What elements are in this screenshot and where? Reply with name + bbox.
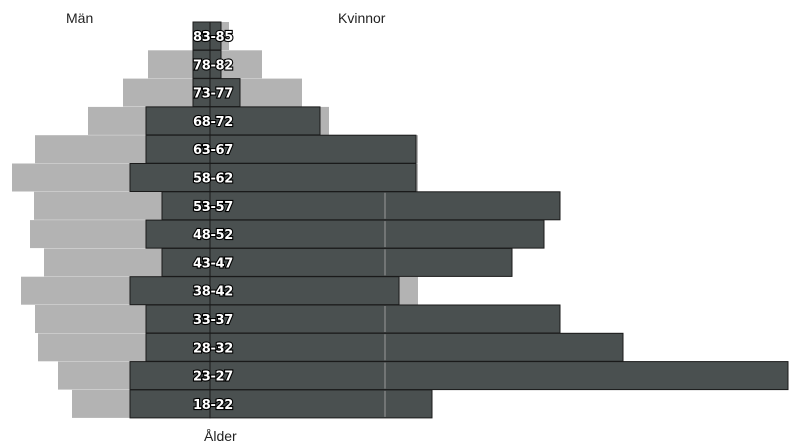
- bar-fg-women-63-67: [209, 134, 417, 164]
- age-label-83-85: 83-85: [193, 30, 233, 45]
- age-axis-label: Ålder: [204, 428, 237, 443]
- age-label-28-32: 28-32: [193, 341, 233, 356]
- bar-fg-women-28-32: [209, 332, 624, 362]
- bar-fg-women-18-22: [209, 389, 433, 419]
- bar-fg-women-48-52: [209, 219, 545, 249]
- men-label: Män: [66, 10, 93, 26]
- bar-fg-men-28-32: [145, 332, 211, 362]
- age-label-63-67: 63-67: [193, 143, 233, 158]
- bar-fg-men-23-27: [129, 361, 211, 391]
- bar-fg-men-18-22: [129, 389, 211, 419]
- age-label-43-47: 43-47: [193, 256, 233, 271]
- age-label-68-72: 68-72: [193, 115, 233, 130]
- bar-fg-women-58-62: [209, 163, 417, 192]
- age-group-labels: 83-85 78-82 73-77 68-72 63-67 58-62 53-57 48-52…: [192, 29, 235, 414]
- age-label-58-62: 58-62: [193, 172, 233, 187]
- age-label-78-82: 78-82: [193, 58, 233, 73]
- women-label: Kvinnor: [338, 10, 386, 26]
- bar-fg-women-43-47: [209, 247, 513, 277]
- bar-fg-men-53-57: [161, 191, 211, 221]
- bar-fg-women-73-77: [209, 78, 241, 108]
- age-label-18-22: 18-22: [193, 398, 233, 413]
- bar-fg-women-23-27: [209, 361, 789, 391]
- age-label-33-37: 33-37: [193, 313, 233, 328]
- foreground-bars: [129, 21, 789, 419]
- bar-fg-men-58-62: [129, 163, 211, 192]
- bar-fg-women-38-42: [209, 276, 400, 306]
- age-label-73-77: 73-77: [193, 87, 233, 102]
- age-label-38-42: 38-42: [193, 285, 233, 300]
- bar-fg-men-43-47: [161, 247, 211, 277]
- bar-fg-men-48-52: [145, 219, 211, 249]
- age-label-23-27: 23-27: [193, 370, 233, 385]
- bar-fg-women-68-72: [209, 106, 321, 136]
- age-label-48-52: 48-52: [193, 228, 233, 243]
- age-label-53-57: 53-57: [193, 200, 233, 215]
